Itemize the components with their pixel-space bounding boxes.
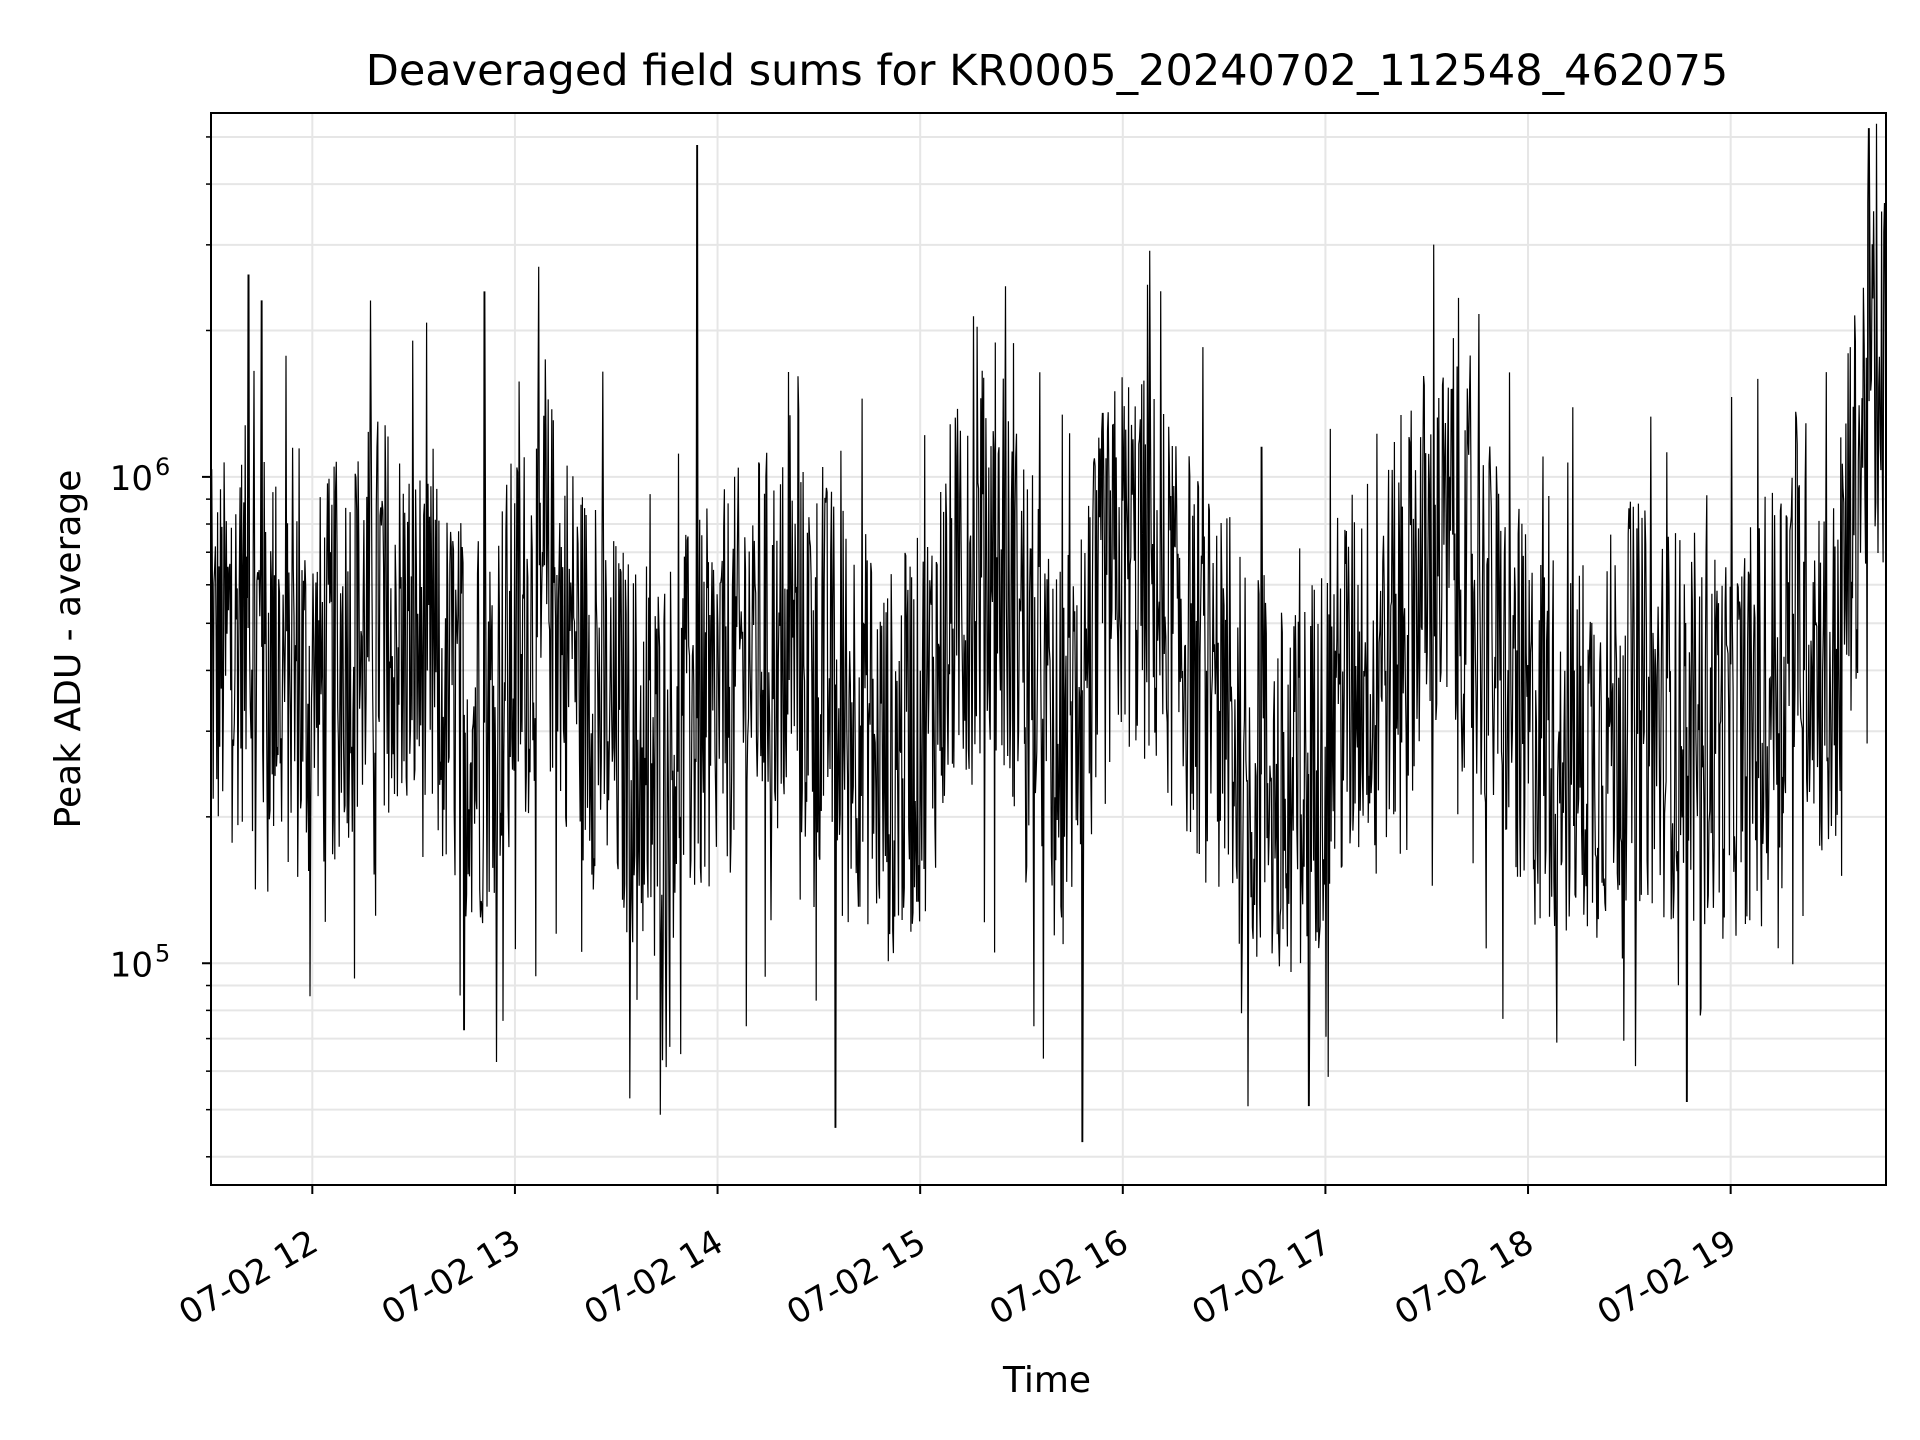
x-axis-label: Time: [1002, 1360, 1091, 1401]
y-tick-label: 10: [110, 945, 153, 985]
x-tick-label: 07-02 16: [983, 1222, 1135, 1333]
x-tick-label: 07-02 13: [375, 1222, 527, 1333]
x-tick-label: 07-02 15: [780, 1222, 932, 1333]
chart-title: Deaveraged field sums for KR0005_2024070…: [366, 46, 1729, 96]
series-path: [210, 123, 1887, 1143]
y-axis-label: Peak ADU - average: [48, 470, 89, 829]
series-line: [210, 123, 1887, 1143]
x-tick-label: 07-02 14: [578, 1222, 730, 1333]
x-tick-label: 07-02 19: [1591, 1222, 1743, 1333]
x-axis: 07-02 12 07-02 13 07-02 14 07-02 15 07-02 16…: [172, 1185, 1743, 1333]
x-tick-label: 07-02 17: [1186, 1222, 1338, 1333]
x-tick-label: 07-02 12: [172, 1222, 324, 1333]
y-tick-exponent: 5: [155, 939, 170, 967]
y-tick-exponent: 6: [155, 453, 170, 481]
plot-frame: [210, 112, 1887, 1186]
y-tick-label: 10: [110, 459, 153, 499]
x-tick-label: 07-02 18: [1388, 1222, 1540, 1333]
